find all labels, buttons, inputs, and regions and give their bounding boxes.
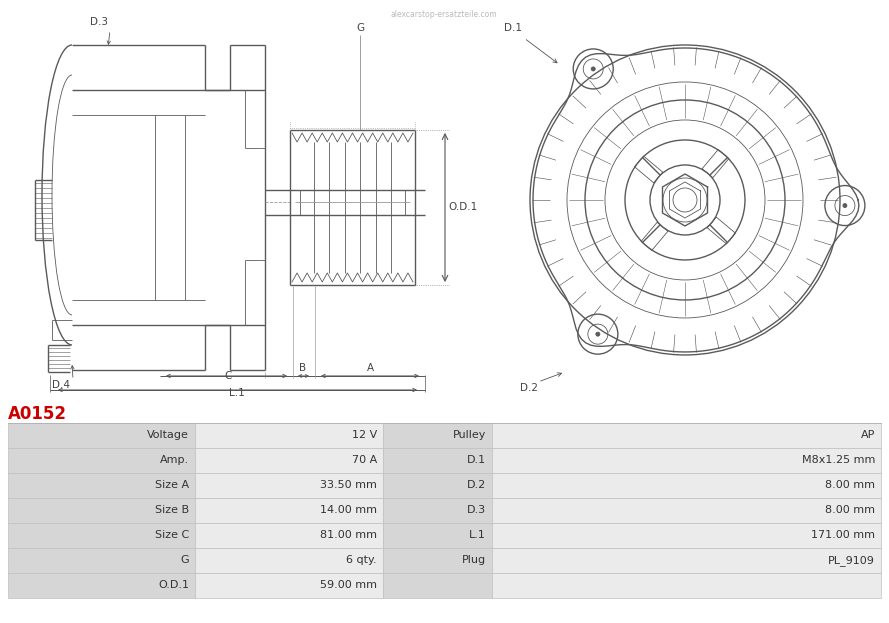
Bar: [195, 473, 383, 498]
Text: L.1: L.1: [469, 530, 486, 540]
Text: 59.00 mm: 59.00 mm: [320, 581, 377, 591]
Bar: [8, 498, 195, 523]
Bar: [492, 548, 881, 573]
Text: M8x1.25 mm: M8x1.25 mm: [802, 455, 875, 465]
Text: 14.00 mm: 14.00 mm: [320, 505, 377, 515]
Text: D.1: D.1: [504, 23, 522, 33]
Text: B: B: [300, 363, 307, 373]
Text: G: G: [356, 23, 364, 33]
Bar: [195, 447, 383, 473]
Bar: [492, 523, 881, 548]
Bar: [195, 523, 383, 548]
Bar: [195, 498, 383, 523]
Text: D.2: D.2: [467, 480, 486, 490]
Text: 70 A: 70 A: [352, 455, 377, 465]
Text: D.4: D.4: [52, 380, 70, 390]
Text: 8.00 mm: 8.00 mm: [825, 480, 875, 490]
Bar: [492, 473, 881, 498]
Bar: [8, 422, 195, 447]
Text: G: G: [180, 555, 189, 565]
Bar: [383, 498, 492, 523]
Text: D.2: D.2: [520, 383, 538, 393]
Text: 171.00 mm: 171.00 mm: [811, 530, 875, 540]
Text: 81.00 mm: 81.00 mm: [320, 530, 377, 540]
Text: D.3: D.3: [467, 505, 486, 515]
Bar: [492, 447, 881, 473]
Text: 12 V: 12 V: [352, 430, 377, 440]
Text: O.D.1: O.D.1: [448, 202, 477, 212]
Circle shape: [843, 204, 847, 207]
Text: Size A: Size A: [155, 480, 189, 490]
Bar: [195, 422, 383, 447]
Text: 6 qty.: 6 qty.: [347, 555, 377, 565]
Text: 33.50 mm: 33.50 mm: [320, 480, 377, 490]
Bar: [492, 573, 881, 598]
Circle shape: [591, 67, 596, 71]
Text: C: C: [224, 371, 232, 381]
Text: 8.00 mm: 8.00 mm: [825, 505, 875, 515]
Bar: [492, 422, 881, 447]
Text: AP: AP: [861, 430, 875, 440]
Text: A: A: [366, 363, 373, 373]
Bar: [383, 422, 492, 447]
Text: D.1: D.1: [467, 455, 486, 465]
Text: D.3: D.3: [90, 17, 108, 27]
Bar: [383, 548, 492, 573]
Text: O.D.1: O.D.1: [158, 581, 189, 591]
Text: PL_9109: PL_9109: [829, 555, 875, 566]
Bar: [383, 573, 492, 598]
Text: Amp.: Amp.: [160, 455, 189, 465]
Text: Pulley: Pulley: [453, 430, 486, 440]
Bar: [383, 447, 492, 473]
Text: Plug: Plug: [462, 555, 486, 565]
Bar: [8, 523, 195, 548]
Text: Size B: Size B: [155, 505, 189, 515]
Bar: [8, 473, 195, 498]
Bar: [195, 548, 383, 573]
Bar: [8, 447, 195, 473]
Text: A0152: A0152: [8, 404, 67, 422]
Text: alexcarstop-ersatzteile.com: alexcarstop-ersatzteile.com: [390, 10, 497, 19]
Circle shape: [596, 332, 600, 336]
Text: Voltage: Voltage: [147, 430, 189, 440]
Bar: [8, 548, 195, 573]
Bar: [383, 523, 492, 548]
Bar: [383, 473, 492, 498]
Bar: [492, 498, 881, 523]
Bar: [8, 573, 195, 598]
Bar: [195, 573, 383, 598]
Text: L.1: L.1: [229, 388, 244, 398]
Text: Size C: Size C: [155, 530, 189, 540]
